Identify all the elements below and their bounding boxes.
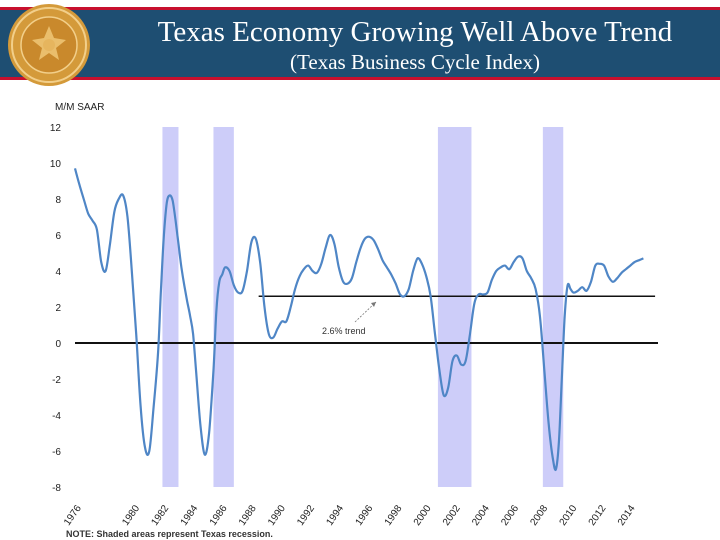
federal-reserve-seal-icon: [8, 4, 90, 86]
chart-note: NOTE: Shaded areas represent Texas reces…: [66, 529, 273, 539]
x-tick-label: 1996: [354, 503, 376, 528]
trend-label-arrowhead: [371, 302, 376, 307]
recession-band: [542, 127, 564, 487]
page-title: Texas Economy Growing Well Above Trend: [157, 16, 673, 48]
x-tick-label: 2004: [470, 503, 492, 528]
header-bar: [0, 10, 720, 77]
recession-bands: [162, 127, 564, 487]
y-tick-label: 8: [55, 195, 61, 206]
y-tick-label: -8: [52, 483, 61, 494]
x-tick-label: 1986: [208, 503, 230, 528]
series-layer: [73, 168, 644, 472]
header-top-rule: [0, 7, 720, 10]
x-tick-label: 2002: [441, 503, 463, 528]
x-tick-label: 2008: [528, 503, 550, 528]
page-subtitle: (Texas Business Cycle Index): [290, 50, 540, 74]
y-tick-label: 12: [50, 123, 62, 134]
y-tick-label: -2: [52, 375, 61, 386]
x-tick-label: 1980: [120, 503, 142, 528]
y-tick-label: 2: [55, 303, 61, 314]
y-tick-label: 10: [50, 159, 62, 170]
recession-band: [162, 127, 179, 487]
x-tick-label: 1982: [150, 503, 172, 528]
x-tick-label: 2010: [558, 503, 580, 528]
x-tick-label: 1984: [179, 503, 201, 528]
x-tick-label: 1992: [295, 503, 317, 528]
x-tick-label: 2006: [499, 503, 521, 528]
x-tick-label: 2014: [616, 503, 638, 528]
x-tick-label: 2012: [587, 503, 609, 528]
x-tick-label: 1976: [62, 503, 84, 528]
y-tick-label: 6: [55, 231, 61, 242]
x-tick-label: 2000: [412, 503, 434, 528]
y-tick-label: 4: [55, 267, 61, 278]
y-tick-label: -6: [52, 447, 61, 458]
y-axis-label: M/M SAAR: [55, 102, 104, 113]
trend-label-arrow: [354, 301, 377, 323]
x-tick-label: 1990: [266, 503, 288, 528]
recession-band: [437, 127, 472, 487]
x-tick-label: 1988: [237, 503, 259, 528]
header-bottom-rule: [0, 77, 720, 80]
y-tick-label: -4: [52, 411, 61, 422]
header: Texas Economy Growing Well Above Trend (…: [0, 0, 720, 86]
trend-label: 2.6% trend: [322, 326, 366, 336]
y-tick-label: 0: [55, 339, 61, 350]
recession-band: [213, 127, 234, 487]
series-line: [73, 168, 644, 472]
x-tick-label: 1998: [383, 503, 405, 528]
reference-lines: [75, 295, 658, 344]
x-tick-label: 1994: [324, 503, 346, 528]
